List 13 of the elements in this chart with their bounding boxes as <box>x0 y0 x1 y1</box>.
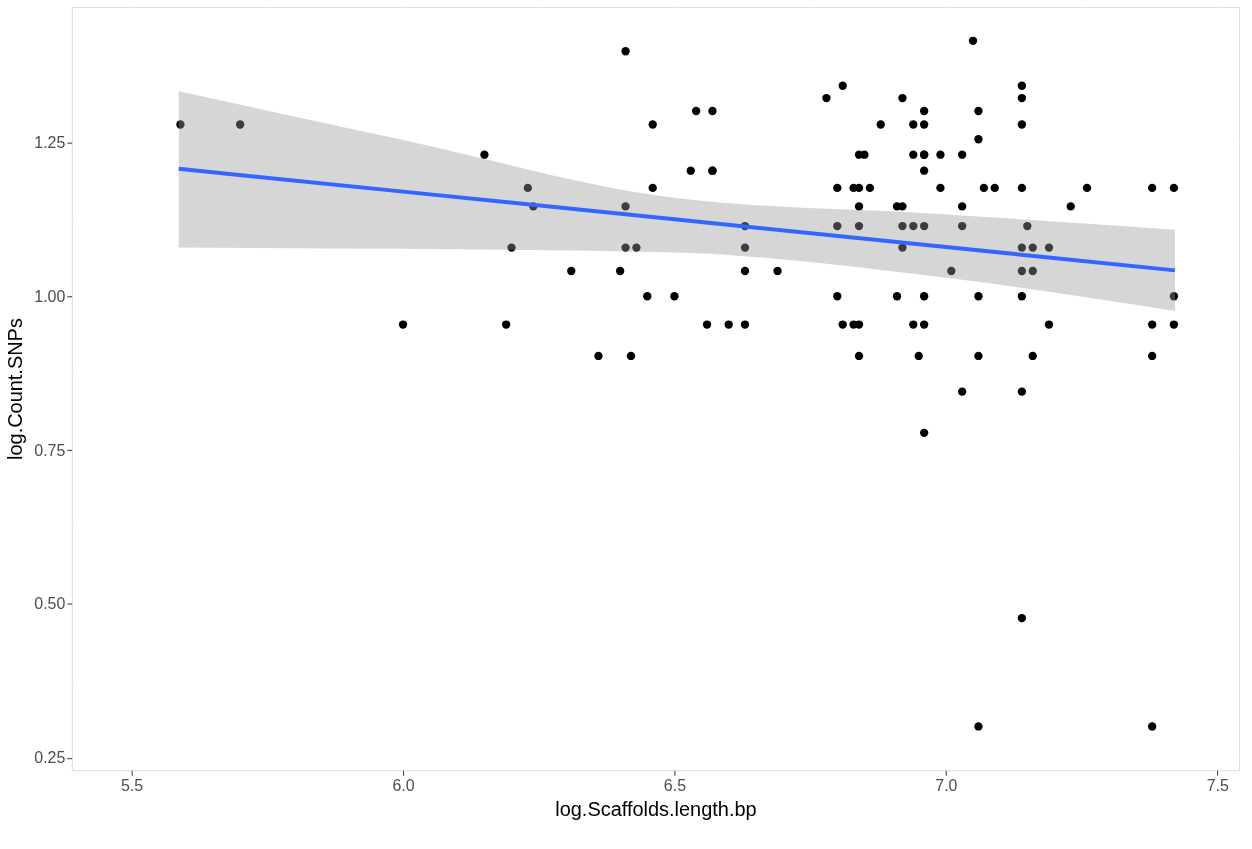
y-axis-title: log.Count.SNPs <box>4 318 27 460</box>
y-tick-label: 1.00 <box>34 287 66 305</box>
y-tick-label: 0.75 <box>34 441 66 459</box>
y-tick-label: 0.25 <box>34 749 66 767</box>
x-tick-label: 6.0 <box>392 776 415 794</box>
x-axis-title: log.Scaffolds.length.bp <box>555 797 757 820</box>
x-tick-label: 5.5 <box>120 776 144 794</box>
y-tick-label: 1.25 <box>34 133 66 151</box>
line-series <box>176 166 1177 273</box>
y-tick-label: 0.50 <box>34 595 66 613</box>
x-tick-label: 6.5 <box>663 776 687 794</box>
x-tick-label: 7.0 <box>935 776 958 794</box>
x-tick-label: 7.5 <box>1206 776 1230 794</box>
